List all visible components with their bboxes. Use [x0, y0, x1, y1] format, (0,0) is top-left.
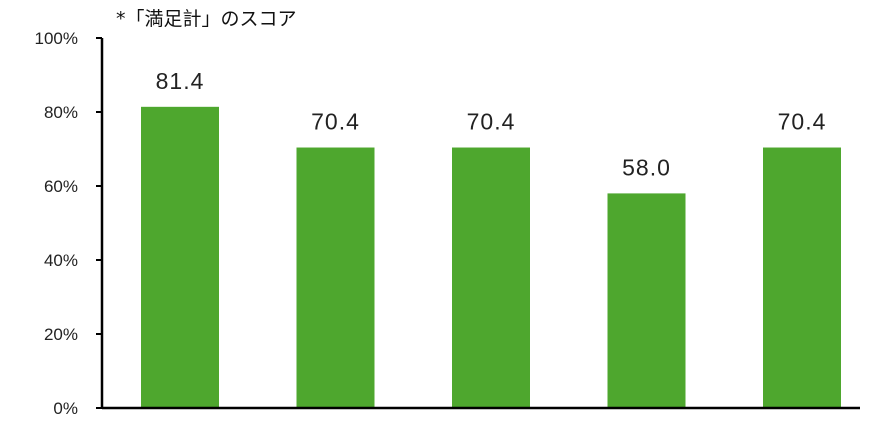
bar: [296, 147, 375, 408]
bars-group: [141, 106, 841, 408]
y-tick-label: 20%: [44, 325, 78, 344]
y-tick-label: 80%: [44, 103, 78, 122]
y-tick-label: 0%: [53, 399, 78, 418]
bar: [763, 147, 841, 408]
y-tick-label: 60%: [44, 177, 78, 196]
y-tick-label: 100%: [35, 29, 78, 48]
bar-value-label: 70.4: [311, 109, 360, 135]
bar: [141, 106, 219, 408]
bar: [607, 193, 686, 408]
bar-value-label: 58.0: [622, 154, 671, 180]
y-tick-label: 40%: [44, 251, 78, 270]
value-labels-group: 81.4 70.4 70.4 58.0 70.4: [156, 68, 827, 181]
axes-group: [100, 38, 860, 410]
bar: [452, 147, 530, 408]
y-axis-ticks: 0% 20% 40% 60% 80% 100%: [35, 29, 102, 418]
chart-title: *「満足計」のスコア: [116, 8, 297, 30]
bar-value-label: 70.4: [778, 109, 827, 135]
bar-value-label: 70.4: [467, 109, 516, 135]
bar-value-label: 81.4: [156, 68, 205, 94]
